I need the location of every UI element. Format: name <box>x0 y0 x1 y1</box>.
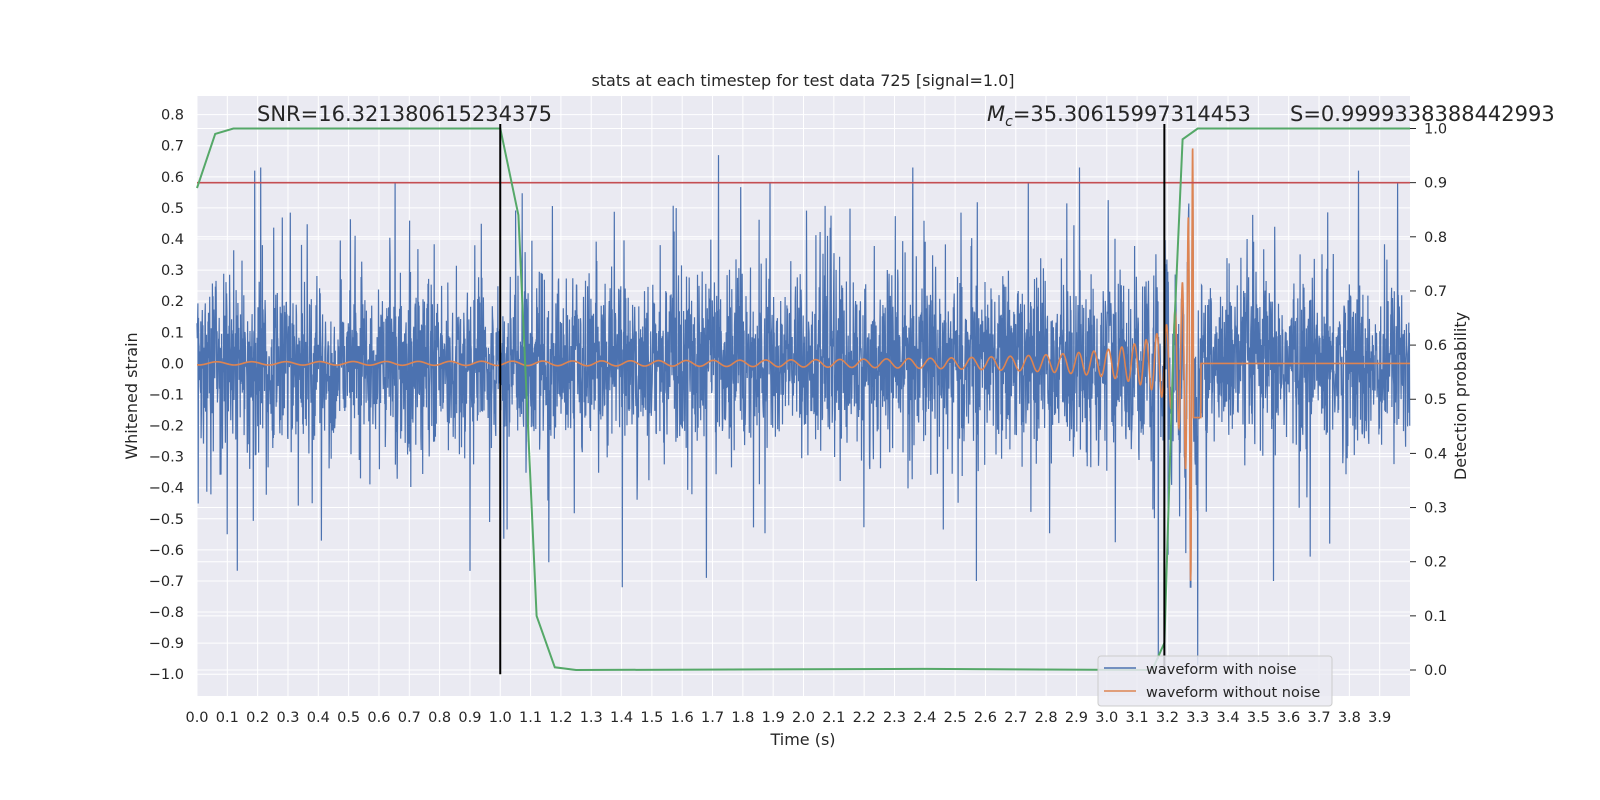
y-right-tick-label: 0.6 <box>1424 338 1447 354</box>
x-tick-label: 1.4 <box>610 710 633 726</box>
x-tick-label: 3.1 <box>1126 710 1149 726</box>
x-tick-label: 0.7 <box>398 710 421 726</box>
x-tick-label: 2.4 <box>913 710 936 726</box>
y-left-tick-label: −0.5 <box>149 512 184 528</box>
x-tick-label: 1.3 <box>580 710 603 726</box>
x-tick-label: 0.3 <box>276 710 299 726</box>
x-axis-label: Time (s) <box>769 730 835 749</box>
y-left-tick-label: 0.5 <box>161 201 184 217</box>
x-tick-label: 1.8 <box>731 710 754 726</box>
x-tick-label: 1.2 <box>549 710 572 726</box>
y-left-tick-label: −0.2 <box>149 419 184 435</box>
annotation-snr: SNR=16.321380615234375 <box>257 102 552 126</box>
y-right-axis-label: Detection probability <box>1451 312 1470 480</box>
x-tick-label: 3.8 <box>1338 710 1361 726</box>
legend: waveform with noise waveform without noi… <box>1097 655 1333 707</box>
y-left-tick-label: −0.9 <box>149 636 184 652</box>
y-right-tick-labels: 1.0 0.9 0.8 0.7 0.6 0.5 0.4 0.3 0.2 0.1 0.0 <box>1410 121 1447 679</box>
x-tick-label: 3.9 <box>1368 710 1391 726</box>
series-detection-probability <box>196 127 1410 672</box>
y-left-tick-label: 0.0 <box>161 356 184 372</box>
y-left-tick-label: −0.1 <box>149 387 184 403</box>
x-tick-label: 3.5 <box>1247 710 1270 726</box>
x-tick-label: 1.1 <box>519 710 542 726</box>
y-right-tick-label: 1.0 <box>1424 121 1447 137</box>
x-tick-label: 0.5 <box>337 710 360 726</box>
legend-box <box>1097 655 1333 707</box>
series-waveform-without-noise <box>197 148 1410 581</box>
x-tick-label: 0.8 <box>428 710 451 726</box>
x-tick-label: 3.0 <box>1095 710 1118 726</box>
x-tick-label: 2.8 <box>1035 710 1058 726</box>
x-tick-label: 2.0 <box>792 710 815 726</box>
y-right-tick-label: 0.7 <box>1424 284 1447 300</box>
y-right-tick-label: 0.1 <box>1424 609 1447 625</box>
line-waveform-without-noise <box>197 148 1410 581</box>
x-tick-label: 3.7 <box>1307 710 1330 726</box>
x-tick-label: 0.1 <box>216 710 239 726</box>
y-left-tick-labels: 0.8 0.7 0.6 0.5 0.4 0.3 0.2 0.1 0.0 −0.1 −0.2 −0.3 −… <box>149 108 184 684</box>
legend-label-clean: waveform without noise <box>1146 685 1320 701</box>
y-left-tick-label: 0.8 <box>161 108 184 124</box>
y-right-tick-label: 0.3 <box>1424 501 1447 517</box>
y-right-tick-label: 0.5 <box>1424 392 1447 408</box>
y-right-tick-label: 0.9 <box>1424 176 1447 192</box>
y-left-tick-label: 0.7 <box>161 139 184 155</box>
x-tick-label: 1.5 <box>640 710 663 726</box>
line-detection-probability <box>196 127 1410 672</box>
y-left-tick-label: 0.1 <box>161 325 184 341</box>
y-left-tick-label: −0.6 <box>149 543 184 559</box>
x-tick-label: 0.0 <box>185 710 208 726</box>
x-tick-label: 3.4 <box>1217 710 1240 726</box>
x-tick-label: 1.9 <box>762 710 785 726</box>
annotation-mc-value: =35.30615997314453 <box>1013 102 1251 126</box>
x-tick-labels: 0.0 0.1 0.2 0.3 0.4 0.5 0.6 0.7 0.8 0.9 1.0 1.1 1.2 1… <box>185 710 1391 726</box>
x-tick-label: 2.7 <box>1004 710 1027 726</box>
annotation-mc-sub: c <box>1005 114 1013 130</box>
x-tick-label: 0.2 <box>246 710 269 726</box>
y-left-tick-label: −0.8 <box>149 605 184 621</box>
x-tick-label: 0.9 <box>458 710 481 726</box>
y-left-tick-label: 0.3 <box>161 263 184 279</box>
x-tick-label: 3.3 <box>1186 710 1209 726</box>
y-right-tick-label: 0.4 <box>1424 446 1447 462</box>
x-tick-label: 2.9 <box>1065 710 1088 726</box>
x-tick-label: 2.1 <box>822 710 845 726</box>
y-left-axis-label: Whitened strain <box>122 332 141 459</box>
x-tick-label: 2.5 <box>944 710 967 726</box>
y-left-tick-label: 0.4 <box>161 232 184 248</box>
x-tick-label: 0.4 <box>307 710 330 726</box>
x-tick-label: 3.6 <box>1277 710 1300 726</box>
line-waveform-with-noise <box>196 155 1411 665</box>
x-tick-label: 1.7 <box>701 710 724 726</box>
vertical-markers <box>499 123 1166 675</box>
y-left-tick-label: −0.7 <box>149 574 184 590</box>
x-tick-label: 1.6 <box>671 710 694 726</box>
x-tick-label: 2.3 <box>883 710 906 726</box>
x-tick-label: 1.0 <box>489 710 512 726</box>
y-left-tick-label: −0.3 <box>149 450 184 466</box>
legend-label-noise: waveform with noise <box>1146 662 1297 678</box>
x-tick-label: 3.2 <box>1156 710 1179 726</box>
x-tick-label: 2.6 <box>974 710 997 726</box>
y-right-tick-label: 0.8 <box>1424 230 1447 246</box>
x-tick-label: 2.2 <box>853 710 876 726</box>
y-right-tick-label: 0.0 <box>1424 663 1447 679</box>
y-left-tick-label: −1.0 <box>149 667 184 683</box>
annotation-mc: Mc=35.30615997314453 <box>987 102 1251 130</box>
annotation-s: S=0.9999338388442993 <box>1290 102 1555 126</box>
series-waveform-with-noise <box>196 155 1411 665</box>
annotation-mc-symbol: M <box>987 102 1005 126</box>
y-left-tick-label: 0.6 <box>161 170 184 186</box>
x-tick-label: 0.6 <box>367 710 390 726</box>
chart-title: stats at each timestep for test data 725… <box>591 71 1014 90</box>
y-left-tick-label: 0.2 <box>161 294 184 310</box>
y-right-tick-label: 0.2 <box>1424 555 1447 571</box>
y-left-tick-label: −0.4 <box>149 481 184 497</box>
